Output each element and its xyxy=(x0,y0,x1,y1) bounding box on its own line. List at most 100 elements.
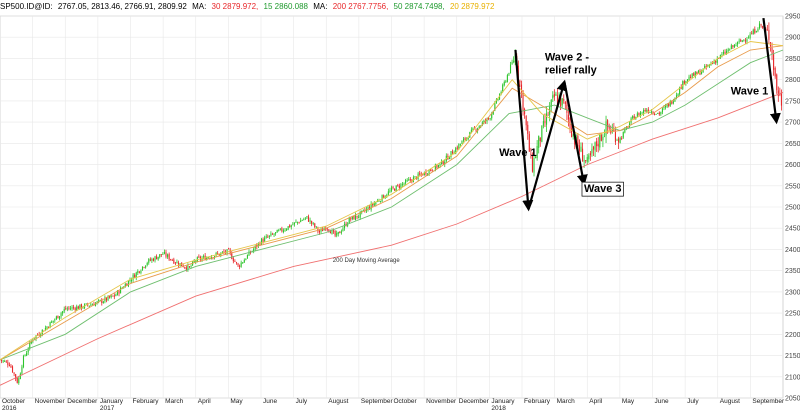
candle-body xyxy=(580,146,582,152)
candle-body xyxy=(237,263,239,266)
candle-body xyxy=(644,109,646,111)
y-tick-label: 2750 xyxy=(785,98,800,105)
x-tick-label: November xyxy=(35,398,66,405)
y-tick-label: 2800 xyxy=(785,77,800,84)
candle-body xyxy=(232,258,234,262)
candle-body xyxy=(513,60,515,62)
candle-body xyxy=(647,109,649,113)
candle-body xyxy=(691,73,693,78)
candle-body xyxy=(328,229,330,232)
candle-body xyxy=(394,188,396,191)
candle-body xyxy=(386,195,388,197)
candle-body xyxy=(270,233,272,236)
candle-body xyxy=(320,229,322,232)
candle-body xyxy=(257,242,259,246)
candle-body xyxy=(30,341,32,344)
candle-body xyxy=(671,101,673,104)
candle-body xyxy=(600,134,602,141)
candle-body xyxy=(505,81,507,83)
candle-body xyxy=(82,307,84,309)
candle-body xyxy=(148,259,150,263)
candle-body xyxy=(760,24,762,26)
candle-body xyxy=(414,176,416,177)
candle-body xyxy=(290,225,292,227)
candle-body xyxy=(5,361,7,363)
candle-body xyxy=(160,254,162,255)
candle-body xyxy=(594,142,596,151)
candle-body xyxy=(309,220,311,222)
candle-body xyxy=(336,233,338,236)
candle-body xyxy=(102,301,104,304)
candle-body xyxy=(622,131,624,138)
candle-body xyxy=(387,191,389,195)
candle-body xyxy=(655,113,657,115)
y-tick-label: 2450 xyxy=(785,226,800,233)
candle-body xyxy=(231,253,233,259)
candle-body xyxy=(253,248,255,252)
candle-body xyxy=(509,64,512,74)
candle-body xyxy=(390,187,393,191)
ma200-value: 200 2767.7756, xyxy=(332,2,389,11)
candle-body xyxy=(334,230,336,236)
candle-body xyxy=(188,266,191,268)
candle-body xyxy=(500,91,502,95)
candle-body xyxy=(726,50,728,54)
candle-body xyxy=(322,229,324,232)
candle-body xyxy=(650,111,653,113)
candle-body xyxy=(737,41,739,45)
candle-body xyxy=(245,259,247,260)
ma30-line xyxy=(0,45,784,361)
candle-body xyxy=(669,101,671,106)
candle-body xyxy=(724,51,726,54)
candle-body xyxy=(624,128,626,133)
candle-body xyxy=(90,304,92,306)
y-tick-label: 2150 xyxy=(785,353,800,360)
candle-body xyxy=(120,287,122,294)
x-tick-label: October xyxy=(2,398,26,405)
candle-body xyxy=(522,90,524,111)
candle-body xyxy=(315,226,317,228)
candle-body xyxy=(674,97,676,102)
candle-body xyxy=(711,62,714,64)
candle-body xyxy=(138,271,140,273)
x-tick-label: May xyxy=(230,398,243,405)
candle-body xyxy=(356,215,358,218)
candle-body xyxy=(665,105,667,108)
candle-body xyxy=(40,334,42,336)
candle-body xyxy=(201,258,203,261)
candle-body xyxy=(317,227,319,232)
candle-body xyxy=(437,164,440,168)
candle-body xyxy=(156,256,158,260)
candle-body xyxy=(434,164,436,171)
ma15-value: 15 2860.088 xyxy=(263,2,309,11)
candle-body xyxy=(124,284,126,288)
candle-body xyxy=(729,49,731,51)
candle-body xyxy=(329,231,331,234)
candle-body xyxy=(287,226,289,230)
candle-body xyxy=(311,220,313,224)
candle-body xyxy=(771,47,773,54)
candle-body xyxy=(589,153,591,156)
candle-body xyxy=(464,137,466,140)
candle-body xyxy=(137,271,139,274)
candle-body xyxy=(94,302,97,306)
candle-body xyxy=(477,128,479,132)
candle-body xyxy=(566,104,568,113)
wave-arrow xyxy=(527,79,568,210)
candle-body xyxy=(190,266,192,267)
candle-body xyxy=(430,169,432,171)
candle-body xyxy=(733,44,736,48)
candle-body xyxy=(66,308,68,310)
wave-arrow xyxy=(563,81,588,186)
candle-body xyxy=(633,116,635,120)
y-tick-label: 2550 xyxy=(785,183,800,190)
x-tick-label: August xyxy=(720,398,740,405)
candle-body xyxy=(96,301,98,303)
candle-body xyxy=(716,58,718,63)
candle-body xyxy=(123,287,125,289)
candle-body xyxy=(101,299,103,303)
candle-body xyxy=(62,311,64,314)
candle-body xyxy=(105,297,108,301)
candle-body xyxy=(91,304,93,306)
y-tick-label: 2850 xyxy=(785,56,800,63)
